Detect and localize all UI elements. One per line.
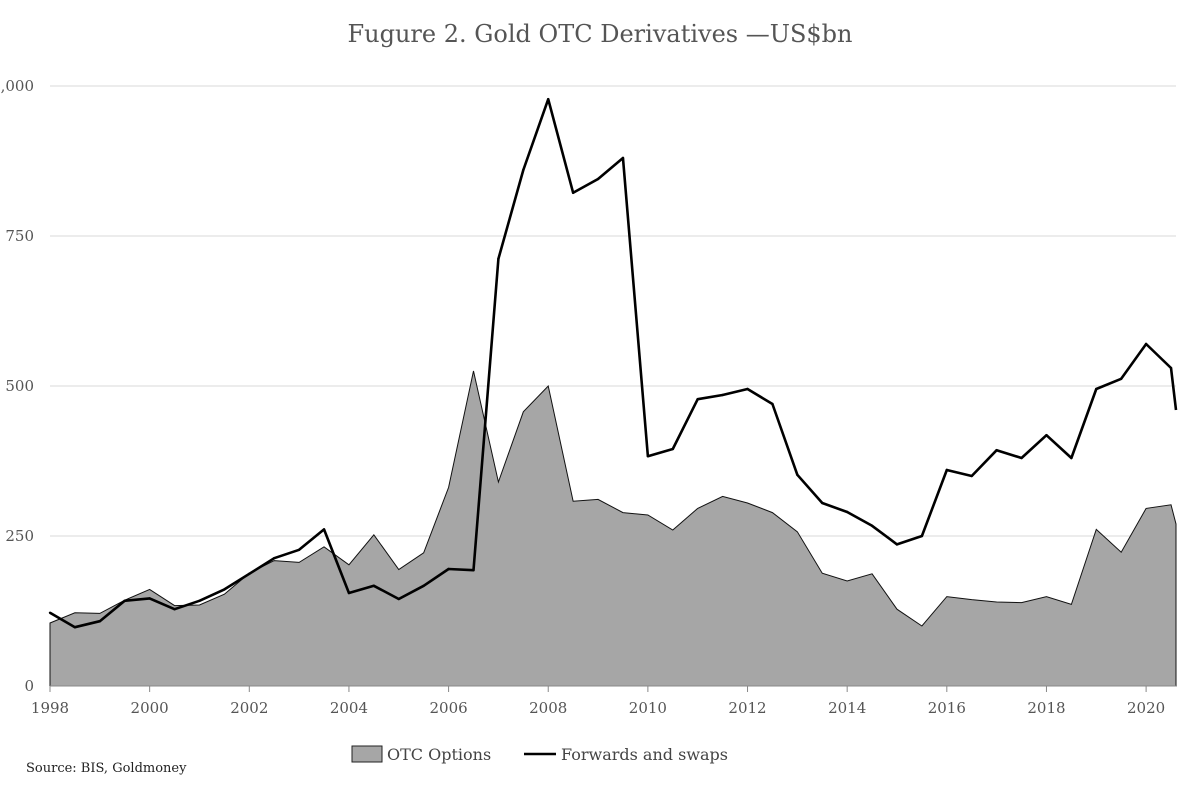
forwards-swaps-point xyxy=(422,584,425,587)
forwards-swaps-point xyxy=(945,468,949,472)
forwards-swaps-point xyxy=(73,626,77,629)
forwards-swaps-point xyxy=(995,449,998,452)
forwards-swaps-point xyxy=(796,473,799,476)
x-tick-label-2010: 2010 xyxy=(629,699,667,717)
x-tick-label-2012: 2012 xyxy=(728,699,766,717)
forwards-swaps-point xyxy=(98,620,102,623)
x-axis-tick-labels: 1998 2000 2002 2004 2006 2008 2010 2012 2014 2016… xyxy=(31,699,1165,717)
legend-label-otc-options: OTC Options xyxy=(387,745,491,764)
forwards-swaps-point xyxy=(870,524,874,527)
legend-label-forwards-swaps: Forwards and swaps xyxy=(561,745,728,764)
x-tick-label-2008: 2008 xyxy=(529,699,567,717)
x-tick-label-2020: 2020 xyxy=(1127,699,1165,717)
forwards-swaps-point xyxy=(821,501,824,505)
y-tick-label-500: 500 xyxy=(5,377,34,395)
y-tick-label-0: 0 xyxy=(24,677,34,695)
x-tick-label-2014: 2014 xyxy=(828,699,866,717)
forwards-swaps-point xyxy=(1119,377,1123,380)
forwards-swaps-point xyxy=(447,567,450,571)
forwards-swaps-line-layer xyxy=(48,97,1178,629)
forwards-swaps-point xyxy=(571,191,575,194)
forwards-swaps-point xyxy=(920,534,924,538)
forwards-swaps-point xyxy=(746,387,749,391)
y-tick-label-750: 750 xyxy=(5,227,34,245)
forwards-swaps-point xyxy=(1070,456,1073,460)
forwards-swaps-point xyxy=(497,257,500,260)
source-note: Source: BIS, Goldmoney xyxy=(26,761,187,776)
forwards-swaps-point xyxy=(845,510,849,514)
chart-title: Fugure 2. Gold OTC Derivatives —US$bn xyxy=(348,20,853,48)
forwards-swaps-point xyxy=(1045,434,1048,437)
forwards-swaps-point xyxy=(895,543,899,546)
otc-options-area xyxy=(49,370,1177,687)
forwards-swaps-point xyxy=(1169,366,1173,370)
forwards-swaps-point xyxy=(671,447,674,451)
forwards-swaps-point xyxy=(970,474,973,478)
x-tick-label-2002: 2002 xyxy=(230,699,268,717)
forwards-swaps-point xyxy=(372,584,376,587)
y-tick-label-250: 250 xyxy=(5,527,34,545)
forwards-swaps-point xyxy=(1020,456,1023,460)
forwards-swaps-point xyxy=(223,588,226,591)
forwards-swaps-point xyxy=(48,611,52,614)
forwards-swaps-point xyxy=(1144,342,1148,346)
forwards-swaps-point xyxy=(721,393,724,397)
forwards-swaps-point xyxy=(347,591,351,595)
axes xyxy=(49,685,1176,692)
forwards-swaps-point xyxy=(248,572,251,575)
forwards-swaps-point xyxy=(297,548,301,551)
otc-options-area-layer xyxy=(49,370,1177,687)
forwards-swaps-point xyxy=(646,455,650,458)
forwards-swaps-point xyxy=(771,402,774,406)
forwards-swaps-point xyxy=(397,597,400,601)
forwards-swaps-point xyxy=(273,557,276,560)
forwards-swaps-point xyxy=(1095,387,1098,391)
forwards-swaps-point xyxy=(148,597,151,600)
forwards-swaps-point xyxy=(173,608,176,611)
x-tick-label-2000: 2000 xyxy=(131,699,169,717)
forwards-swaps-point xyxy=(123,599,126,602)
x-tick-label-2004: 2004 xyxy=(330,699,368,717)
legend-swatch-otc-options xyxy=(351,745,383,763)
forwards-swaps-point xyxy=(322,528,326,531)
forwards-swaps-point xyxy=(522,168,525,172)
forwards-swaps-point xyxy=(547,98,550,101)
legend: OTC Options Forwards and swaps xyxy=(351,745,728,764)
forwards-swaps-point xyxy=(198,599,201,602)
x-tick-label-2006: 2006 xyxy=(429,699,467,717)
gridlines xyxy=(50,85,1176,537)
forwards-swaps-point xyxy=(472,569,475,572)
y-tick-label-1000: 1,000 xyxy=(0,77,34,95)
x-tick-label-1998: 1998 xyxy=(31,699,69,717)
forwards-swaps-point xyxy=(621,156,625,160)
forwards-swaps-point xyxy=(596,177,600,181)
y-axis-tick-labels: 0 250 500 750 1,000 xyxy=(0,77,34,695)
forwards-swaps-point xyxy=(696,398,699,401)
x-tick-label-2016: 2016 xyxy=(928,699,966,717)
x-tick-label-2018: 2018 xyxy=(1027,699,1065,717)
